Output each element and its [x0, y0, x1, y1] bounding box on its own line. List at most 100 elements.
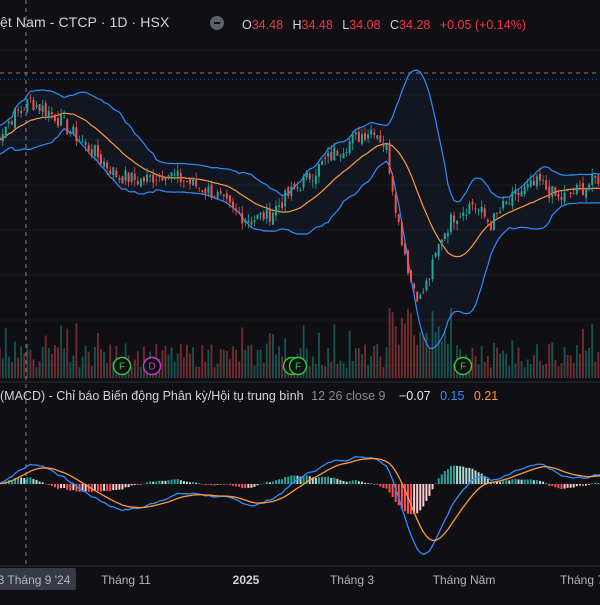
candle: [139, 177, 142, 188]
candle: [539, 167, 541, 186]
candle: [511, 186, 514, 210]
candle-body: [456, 220, 459, 224]
collapse-legend-button[interactable]: [210, 16, 224, 30]
volume-bar: [20, 346, 23, 378]
candle: [465, 208, 468, 221]
candle-body: [446, 232, 449, 237]
volume-bar: [90, 365, 93, 378]
candle-body: [124, 170, 127, 181]
volume-bar: [548, 344, 551, 378]
candle: [195, 172, 198, 189]
candle: [219, 187, 222, 196]
macd-histogram-bar: [305, 475, 308, 484]
event-marker-financial[interactable]: F: [453, 356, 473, 376]
candle-body: [357, 131, 360, 142]
candle: [84, 139, 87, 152]
candle-body: [578, 185, 581, 186]
macd-histogram-bar: [520, 479, 523, 484]
candle-body: [44, 103, 47, 116]
macd-histogram-bar: [511, 479, 514, 484]
candle-body: [492, 213, 495, 231]
candle: [142, 175, 145, 186]
candle-body: [548, 186, 551, 199]
macd-histogram-bar: [103, 484, 106, 491]
macd-signal-value: 0.21: [473, 389, 499, 403]
volume-bar: [87, 351, 90, 378]
macd-histogram-bar: [222, 484, 225, 485]
macd-histogram-bar: [149, 481, 152, 484]
candle: [578, 180, 581, 191]
macd-histogram-bar: [373, 483, 376, 485]
candle: [173, 168, 176, 180]
candle-body: [560, 197, 563, 200]
candle: [60, 108, 63, 127]
candle-body: [403, 243, 406, 254]
volume-bar: [499, 353, 502, 378]
volume-bar: [594, 361, 597, 378]
macd-histogram-bar: [44, 484, 47, 485]
candle: [413, 282, 416, 293]
volume-bar: [566, 354, 569, 378]
volume-bar: [164, 345, 167, 378]
candle-body: [1, 134, 4, 142]
candle: [146, 167, 149, 185]
volume-bar: [207, 349, 210, 378]
macd-histogram-bar: [265, 481, 268, 484]
candle: [311, 173, 314, 188]
candle-body: [563, 192, 566, 202]
macd-histogram-bar: [216, 484, 219, 485]
candle: [563, 185, 566, 206]
macd-histogram-bar: [287, 476, 290, 484]
candle: [502, 196, 505, 211]
ohlc-change: +0.05 (+0.14%): [439, 18, 526, 32]
candle: [118, 175, 121, 183]
volume-bar: [416, 344, 419, 378]
candle-body: [133, 173, 136, 180]
volume-bar: [225, 350, 228, 378]
volume-bar: [434, 331, 437, 378]
candle: [566, 188, 569, 192]
candle-body: [100, 154, 102, 164]
candle-body: [575, 184, 578, 194]
ohlc-low-value: 34.08: [349, 18, 381, 32]
macd-histogram-bar: [164, 480, 167, 484]
macd-histogram-bar: [81, 484, 84, 492]
macd-legend[interactable]: (MACD) - Chỉ báo Biến động Phân kỳ/Hội t…: [0, 389, 498, 403]
macd-histogram-bar: [93, 484, 96, 491]
macd-histogram-bar: [514, 478, 517, 484]
macd-histogram-bar: [50, 484, 53, 486]
event-marker-financial[interactable]: F: [288, 356, 308, 376]
volume-bar: [357, 348, 360, 378]
volume-bar: [47, 347, 50, 378]
event-marker-dividend[interactable]: D: [142, 356, 162, 376]
candle: [222, 194, 225, 201]
volume-bar: [361, 354, 363, 378]
macd-histogram-bar: [78, 484, 81, 492]
x-tick-label: 3 Tháng 9 '24: [0, 573, 71, 587]
volume-bars: [0, 308, 600, 378]
event-marker-label: F: [460, 362, 466, 373]
macd-histogram-bar: [597, 483, 600, 484]
macd-histogram-bar: [348, 481, 351, 484]
volume-bar: [572, 362, 575, 378]
candle-body: [376, 135, 379, 139]
volume-bar: [450, 308, 452, 378]
macd-histogram-bar: [317, 477, 320, 484]
event-marker-financial[interactable]: F: [112, 356, 132, 376]
candle-body: [103, 161, 106, 167]
candle: [480, 200, 483, 219]
candle-body: [551, 186, 554, 197]
macd-histogram-bar: [468, 467, 471, 484]
candle-body: [204, 188, 207, 194]
volume-bar: [419, 331, 422, 378]
candle-body: [505, 201, 508, 204]
candle-body: [57, 118, 59, 126]
volume-bar: [278, 346, 280, 378]
macd-histogram-bar: [262, 483, 265, 485]
candle: [348, 135, 351, 156]
candle-body: [413, 283, 416, 289]
candle-body: [164, 177, 167, 181]
volume-bar: [551, 342, 554, 378]
